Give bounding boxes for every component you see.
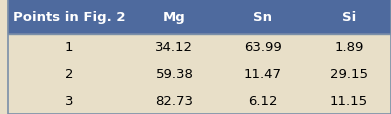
Text: Si: Si — [342, 11, 356, 24]
Text: 1: 1 — [65, 41, 74, 54]
Text: 34.12: 34.12 — [156, 41, 194, 54]
Text: 6.12: 6.12 — [248, 94, 277, 107]
Text: 11.15: 11.15 — [330, 94, 368, 107]
Text: 2: 2 — [65, 68, 74, 81]
Bar — [8, 34, 391, 61]
Text: 63.99: 63.99 — [244, 41, 282, 54]
Text: Points in Fig. 2: Points in Fig. 2 — [13, 11, 126, 24]
Text: 11.47: 11.47 — [244, 68, 282, 81]
Text: Sn: Sn — [253, 11, 272, 24]
Bar — [8, 87, 391, 114]
Text: 1.89: 1.89 — [334, 41, 364, 54]
Text: 29.15: 29.15 — [330, 68, 368, 81]
Bar — [8, 0, 391, 34]
Text: Mg: Mg — [163, 11, 186, 24]
Text: 59.38: 59.38 — [156, 68, 194, 81]
Bar — [8, 61, 391, 87]
Text: 3: 3 — [65, 94, 74, 107]
Text: 82.73: 82.73 — [156, 94, 194, 107]
